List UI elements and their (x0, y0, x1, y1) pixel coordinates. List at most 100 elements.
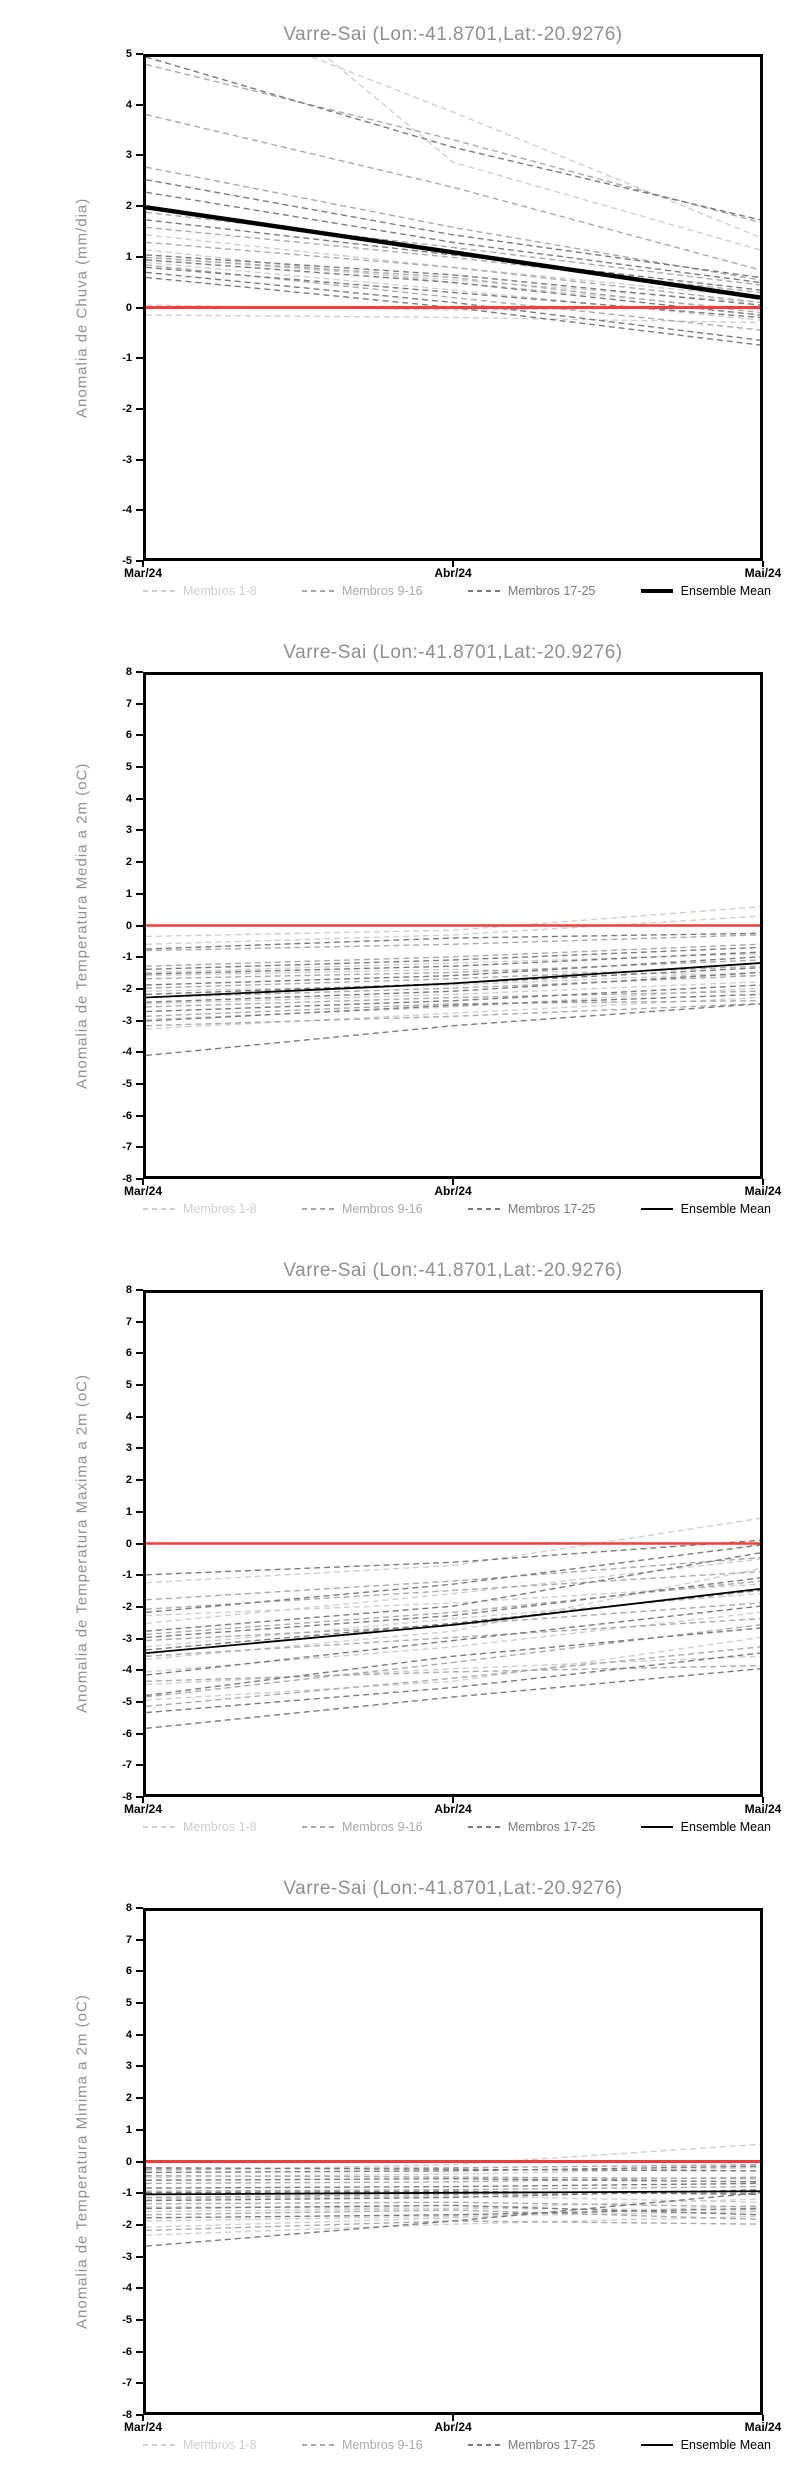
y-tick-label: -1 (122, 352, 132, 364)
y-tick-mark (136, 1796, 143, 1798)
y-tick-mark (136, 1970, 143, 1972)
y-tick-mark (136, 1733, 143, 1735)
x-tick-label: Mar/24 (123, 1802, 163, 1816)
line-chart-canvas (146, 1517, 760, 1729)
y-tick-mark (136, 1543, 143, 1545)
y-tick-mark (136, 893, 143, 895)
y-tick-mark (136, 1764, 143, 1766)
legend: Membros 1-8 Membros 9-16 Membros 17-25 E… (143, 2438, 771, 2452)
chart-block-max-temp-anomaly: Varre-Sai (Lon:-41.8701,Lat:-20.9276) An… (0, 1236, 800, 1854)
chart-title: Varre-Sai (Lon:-41.8701,Lat:-20.9276) (283, 24, 623, 45)
x-tick-label: Mar/24 (123, 1184, 163, 1198)
y-tick-label: 2 (125, 856, 132, 868)
y-tick-mark (136, 2097, 143, 2099)
line-chart-canvas (146, 906, 760, 1057)
y-tick-label: 5 (125, 48, 132, 60)
y-tick-mark (136, 1146, 143, 1148)
y-tick-mark (136, 104, 143, 106)
y-tick-mark (136, 2161, 143, 2163)
dashed-line-sample (467, 1208, 500, 1210)
y-tick-mark (136, 1020, 143, 1022)
legend-item-members-9-16: Membros 9-16 (301, 2438, 423, 2452)
legend-label: Membros 17-25 (507, 1202, 596, 1216)
y-tick-label: -2 (122, 1601, 132, 1613)
x-tick-label: Mai/24 (744, 2420, 782, 2434)
y-tick-label: -6 (122, 2346, 132, 2358)
y-tick-mark (136, 1051, 143, 1053)
y-tick-label: 7 (125, 698, 132, 710)
y-tick-label: -3 (122, 2251, 132, 2263)
y-tick-mark (136, 671, 143, 673)
dashed-line-sample (301, 590, 334, 592)
solid-line-sample (640, 1826, 673, 1828)
y-tick-mark (136, 798, 143, 800)
chart-title: Varre-Sai (Lon:-41.8701,Lat:-20.9276) (283, 1878, 623, 1899)
y-tick-label: -8 (122, 1173, 132, 1185)
legend-item-ensemble-mean: Ensemble Mean (640, 2438, 771, 2452)
legend-item-ensemble-mean: Ensemble Mean (640, 1820, 771, 1834)
y-tick-label: 3 (125, 824, 132, 836)
solid-line-sample (640, 2444, 673, 2446)
y-tick-mark (136, 307, 143, 309)
y-tick-mark (136, 1321, 143, 1323)
y-tick-mark (136, 1479, 143, 1481)
y-tick-label: -5 (122, 2314, 132, 2326)
dashed-line-sample (301, 2444, 334, 2446)
legend-label: Membros 1-8 (183, 584, 257, 598)
y-tick-mark (136, 1178, 143, 1180)
y-tick-mark (136, 256, 143, 258)
x-tick-mark (762, 561, 764, 567)
y-tick-mark (136, 154, 143, 156)
y-tick-label: 0 (125, 2156, 132, 2168)
plot-area (143, 1290, 763, 1797)
x-tick-label: Mar/24 (123, 566, 163, 580)
y-tick-label: -8 (122, 1791, 132, 1803)
y-tick-mark (136, 2351, 143, 2353)
dashed-line-sample (467, 590, 500, 592)
y-tick-mark (136, 1907, 143, 1909)
x-tick-label: Mai/24 (744, 566, 782, 580)
legend-label: Membros 1-8 (183, 1202, 257, 1216)
legend-item-ensemble-mean: Ensemble Mean (640, 584, 771, 598)
y-tick-mark (136, 1511, 143, 1513)
dashed-line-sample (143, 2444, 175, 2446)
y-tick-mark (136, 357, 143, 359)
y-tick-mark (136, 1669, 143, 1671)
y-tick-label: 8 (125, 1902, 132, 1914)
y-tick-label: -4 (122, 504, 132, 516)
legend: Membros 1-8 Membros 9-16 Membros 17-25 E… (143, 584, 771, 598)
y-tick-mark (136, 2034, 143, 2036)
y-tick-label: 3 (125, 149, 132, 161)
x-tick-mark (142, 561, 144, 567)
x-tick-mark (452, 2415, 454, 2421)
y-tick-label: 8 (125, 666, 132, 678)
x-tick-mark (762, 2415, 764, 2421)
legend-item-members-17-25: Membros 17-25 (467, 2438, 595, 2452)
legend-item-members-17-25: Membros 17-25 (467, 1202, 596, 1216)
y-tick-mark (136, 2382, 143, 2384)
legend-label: Ensemble Mean (680, 1820, 771, 1834)
y-tick-mark (136, 1447, 143, 1449)
y-tick-mark (136, 2224, 143, 2226)
y-tick-label: 7 (125, 1316, 132, 1328)
x-tick-label: Mai/24 (744, 1184, 782, 1198)
x-tick-label: Mar/24 (123, 2420, 163, 2434)
y-tick-mark (136, 829, 143, 831)
y-tick-mark (136, 1701, 143, 1703)
y-tick-label: -7 (122, 1141, 132, 1153)
y-tick-mark (136, 2002, 143, 2004)
y-tick-mark (136, 766, 143, 768)
chart-block-rain-anomaly: Varre-Sai (Lon:-41.8701,Lat:-20.9276) An… (0, 0, 800, 618)
x-tick-label: Mai/24 (744, 1802, 782, 1816)
x-tick-label: Abr/24 (434, 1184, 472, 1198)
y-tick-mark (136, 1606, 143, 1608)
y-tick-mark (136, 1416, 143, 1418)
legend-label: Membros 9-16 (341, 584, 423, 598)
y-tick-mark (136, 408, 143, 410)
y-tick-label: -6 (122, 1110, 132, 1122)
y-tick-label: -3 (122, 454, 132, 466)
y-tick-mark (136, 2065, 143, 2067)
y-tick-mark (136, 2287, 143, 2289)
y-tick-label: -4 (122, 1046, 132, 1058)
dashed-line-sample (143, 590, 175, 592)
